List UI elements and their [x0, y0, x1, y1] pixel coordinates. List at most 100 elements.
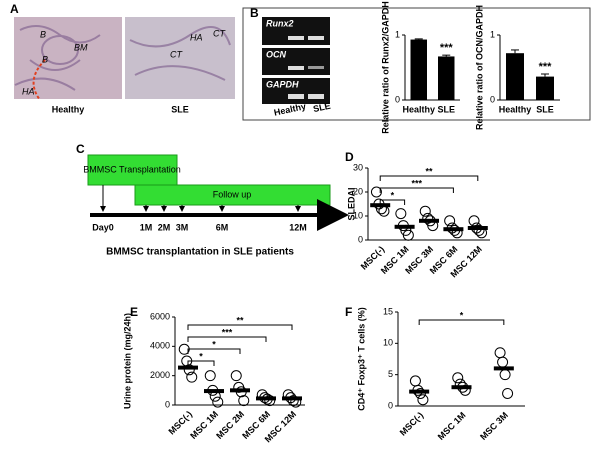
- data-point: [499, 369, 511, 381]
- data-point: [417, 394, 429, 406]
- y-tick-label: 0: [165, 399, 170, 409]
- mean-bar: [394, 224, 415, 229]
- mean-bar: [204, 389, 224, 394]
- significance: **: [236, 315, 244, 325]
- tissue-label: HA: [22, 86, 35, 96]
- panel-b-frame: [242, 7, 591, 121]
- timeline-point: 2M: [158, 222, 171, 232]
- bar: [438, 56, 455, 100]
- mean-bar: [282, 396, 302, 401]
- y-tick-label: 0: [358, 234, 363, 244]
- significance: ***: [440, 42, 454, 54]
- timeline-point: 1M: [140, 222, 153, 232]
- follow-up-box: [134, 184, 331, 206]
- bone-outline: [32, 59, 46, 101]
- data-point: [497, 356, 509, 368]
- mean-bar: [409, 389, 430, 394]
- mean-bar: [178, 365, 198, 370]
- x-tick-label: MSC 3M: [478, 410, 510, 442]
- histology-sle: [125, 17, 235, 99]
- mean-bar: [443, 227, 464, 232]
- x-tick-label: SLE: [437, 104, 455, 114]
- x-tick-label: MSC 1M: [436, 410, 468, 442]
- image-caption: SLE: [171, 104, 189, 114]
- data-point: [370, 186, 382, 198]
- gel-row-label: GAPDH: [266, 79, 299, 89]
- timeline-point: 3M: [176, 222, 189, 232]
- y-tick-label: 30: [353, 162, 363, 172]
- y-axis-label: CD4⁺ Foxp3⁺ T cells (%): [356, 307, 366, 411]
- timeline-point: 6M: [216, 222, 229, 232]
- y-tick-label: 0: [490, 94, 495, 104]
- data-point: [238, 395, 250, 407]
- image-caption: Healthy: [52, 104, 85, 114]
- significance: ***: [539, 61, 553, 73]
- significance: **: [425, 166, 433, 176]
- gel-row-label: OCN: [266, 49, 287, 59]
- mean-bar: [493, 366, 514, 371]
- timeline-point: Day0: [92, 222, 114, 232]
- comparison-bracket: [187, 348, 241, 354]
- significance: *: [460, 310, 464, 320]
- data-point: [183, 364, 195, 376]
- data-point: [186, 371, 198, 383]
- panel-label: B: [250, 6, 259, 20]
- y-axis-label: Relative ratio of Runx2/GAPDH: [380, 1, 390, 134]
- y-tick-label: 10: [383, 338, 393, 348]
- bar: [410, 39, 427, 100]
- data-point: [378, 205, 390, 217]
- tissue-label: B: [42, 54, 48, 64]
- follow-up-label: Follow up: [213, 189, 252, 199]
- x-tick-label: Healthy: [402, 104, 435, 114]
- y-axis-label: Urine protein (mg/24h): [122, 313, 132, 409]
- y-axis-label: Relative ratio of OCN/GAPDH: [474, 5, 484, 130]
- y-tick-label: 1: [490, 29, 495, 39]
- data-point: [468, 215, 480, 227]
- data-point: [444, 215, 456, 227]
- gel-band-row: [262, 17, 330, 45]
- mean-bar: [256, 396, 276, 401]
- data-point: [395, 208, 407, 220]
- y-tick-label: 5: [388, 369, 393, 379]
- tissue-texture: [14, 25, 231, 91]
- data-point: [402, 229, 414, 241]
- significance: ***: [222, 327, 233, 337]
- x-tick-label: MSC(-): [398, 410, 426, 438]
- panel-label: A: [10, 2, 19, 16]
- significance: *: [391, 190, 395, 200]
- data-point: [409, 375, 421, 387]
- transplant-box: [87, 154, 178, 186]
- comparison-bracket: [379, 187, 454, 193]
- tissue-label: CT: [213, 28, 226, 38]
- data-point: [452, 372, 464, 384]
- data-point: [212, 396, 224, 408]
- y-tick-label: 15: [383, 306, 393, 316]
- data-point: [473, 224, 485, 236]
- bar: [506, 53, 524, 100]
- comparison-bracket: [187, 360, 215, 366]
- panel-label: D: [345, 150, 354, 164]
- comparison-bracket: [418, 319, 505, 325]
- mean-bar: [230, 388, 250, 393]
- panel-label: C: [76, 142, 85, 156]
- data-point: [264, 395, 276, 407]
- y-tick-label: 2000: [150, 370, 170, 380]
- comparison-bracket: [379, 199, 406, 205]
- data-point: [204, 370, 216, 382]
- mean-bar: [451, 385, 472, 390]
- y-tick-label: 4000: [150, 341, 170, 351]
- y-tick-label: 0: [388, 400, 393, 410]
- data-point: [287, 395, 299, 407]
- y-tick-label: 1: [395, 29, 400, 39]
- x-tick-label: Healthy: [499, 104, 532, 114]
- panel-label: F: [345, 305, 352, 319]
- tissue-label: B: [40, 29, 46, 39]
- mean-bar: [467, 226, 488, 230]
- gel-row-label: Runx2: [266, 18, 294, 28]
- gel-lane-label: SLE: [312, 101, 331, 114]
- tissue-label: BM: [74, 42, 88, 52]
- data-point: [419, 205, 431, 217]
- comparison-bracket: [187, 336, 267, 342]
- gel-bands: [288, 36, 324, 99]
- significance: ***: [412, 178, 423, 188]
